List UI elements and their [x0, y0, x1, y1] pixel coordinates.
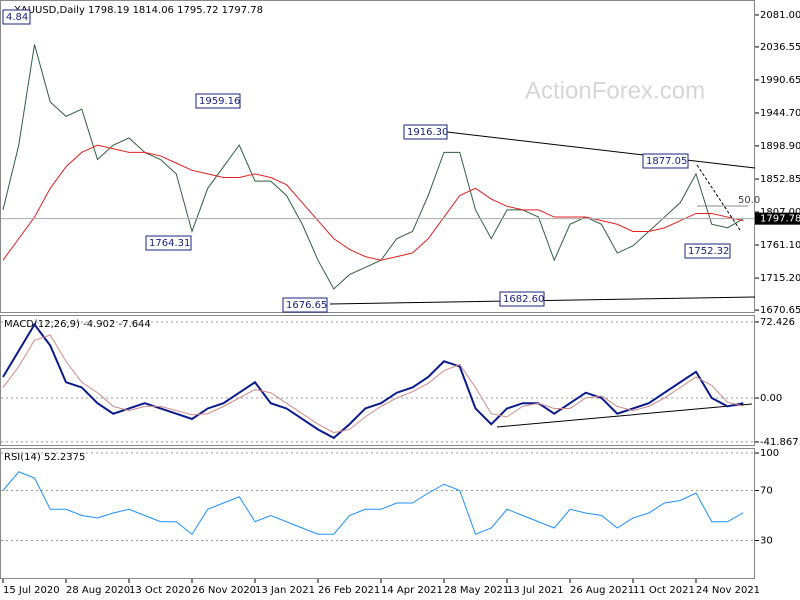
indicator-line	[2, 322, 744, 440]
x-tick-label: 26 Feb 2021	[318, 585, 380, 596]
annotation-box	[684, 243, 731, 259]
annotation: 4.84	[6, 12, 28, 23]
y-tick-label: 1715.20	[760, 273, 800, 284]
annotation: 1916.30	[407, 127, 448, 138]
annotation: 1676.65	[286, 300, 327, 311]
indicator-line	[2, 144, 744, 261]
annotation-box	[2, 9, 31, 25]
y-tick-label: 70	[760, 486, 773, 497]
annotation-box	[145, 235, 192, 251]
y-tick-label: 2036.55	[760, 42, 800, 53]
y-tick-label: 1898.90	[760, 141, 800, 152]
annotation: 50.0	[738, 195, 760, 206]
macd-title: MACD(12,26,9) -4.902 -7.644	[4, 319, 151, 330]
rsi-title: RSI(14) 52.2375	[4, 452, 85, 463]
y-tick-label: 1761.10	[760, 240, 800, 251]
y-tick-label: 1990.65	[760, 75, 800, 86]
annotation: 1959.16	[199, 96, 240, 107]
y-tick-label: 1807.00	[760, 207, 800, 218]
y-tick-label: 1852.85	[760, 174, 800, 185]
price-line	[2, 44, 744, 290]
x-tick-label: 28 May 2021	[444, 585, 509, 596]
annotation-box	[499, 291, 545, 307]
indicator-line	[2, 334, 744, 434]
y-tick-label: 1944.70	[760, 108, 800, 119]
x-tick-label: 13 Jan 2021	[255, 585, 315, 596]
y-tick-label: -41.867	[760, 437, 799, 448]
watermark: ActionForex.com	[525, 77, 705, 104]
y-tick-label: 0.00	[760, 393, 782, 404]
trend-line	[446, 131, 756, 169]
y-tick-label: 1670.65	[760, 305, 800, 316]
x-tick-label: 13 Jul 2021	[507, 585, 564, 596]
x-tick-label: 28 Aug 2020	[66, 585, 130, 596]
rsi-panel	[0, 448, 755, 579]
indicator-line	[2, 471, 744, 535]
annotation-box	[403, 124, 448, 140]
annotation: 1752.32	[688, 246, 729, 257]
annotation: 1682.60	[503, 294, 544, 305]
annotation: 1764.31	[149, 238, 190, 249]
last-price-box	[755, 212, 800, 225]
y-tick-label: 2081.00	[760, 10, 800, 21]
x-tick-label: 14 Apr 2021	[381, 585, 443, 596]
macd-panel	[0, 315, 755, 446]
x-tick-label: 13 Oct 2020	[129, 585, 191, 596]
y-tick-label: 30	[760, 536, 773, 547]
trend-line	[696, 164, 741, 231]
price-panel	[0, 0, 755, 313]
annotation-box	[642, 153, 689, 169]
annotation-box	[282, 297, 328, 313]
trend-line	[496, 403, 753, 428]
x-tick-label: 11 Oct 2021	[633, 585, 695, 596]
last-price-label: 1797.78	[760, 214, 800, 225]
annotation-box	[195, 93, 241, 109]
y-tick-label: 72.426	[760, 317, 795, 328]
x-tick-label: 24 Nov 2021	[696, 585, 760, 596]
x-tick-label: 26 Aug 2021	[570, 585, 634, 596]
y-tick-label: 100	[760, 448, 779, 459]
annotation: 1877.05	[646, 156, 687, 167]
x-tick-label: 15 Jul 2020	[3, 585, 60, 596]
chart-title: XAUUSD,Daily 1798.19 1814.06 1795.72 179…	[14, 5, 263, 16]
x-tick-label: 26 Nov 2020	[192, 585, 256, 596]
